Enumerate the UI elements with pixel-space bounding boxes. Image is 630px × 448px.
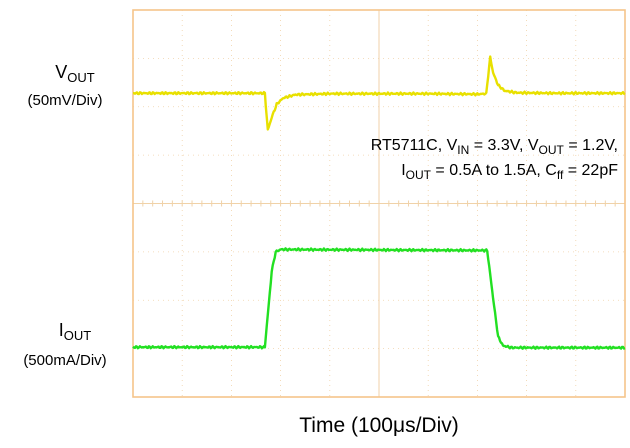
trace-vout: [132, 55, 626, 131]
annotation-line-1: RT5711C, VIN = 3.3V, VOUT = 1.2V,: [370, 137, 618, 157]
vout-label: VOUT: [30, 62, 120, 86]
annotation-line-2: IOUT = 0.5A to 1.5A, Cff = 22pF: [401, 161, 618, 182]
vout-scale-label: (50mV/Div): [27, 92, 103, 109]
x-axis-label: Time (100μs/Div): [299, 414, 459, 437]
iout-scale-label: (500mA/Div): [23, 352, 107, 369]
trace-iout: [132, 247, 626, 350]
test-condition-annotation: RT5711C, VIN = 3.3V, VOUT = 1.2V, IOUT =…: [371, 137, 618, 183]
vout-label-main: V: [55, 62, 68, 82]
iout-label-main: I: [58, 320, 64, 340]
plot-frame: [132, 9, 626, 398]
iout-label: IOUT: [30, 320, 120, 344]
grid-lines: [132, 10, 626, 397]
iout-label-sub: OUT: [63, 328, 92, 343]
traces: [132, 55, 626, 350]
vout-label-sub: OUT: [67, 70, 95, 85]
